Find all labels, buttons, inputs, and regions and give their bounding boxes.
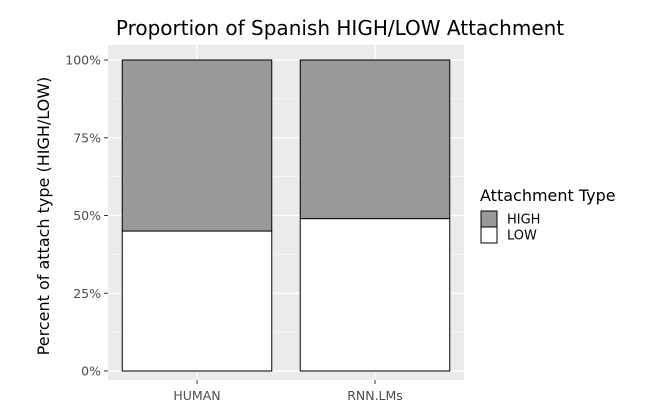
y-tick-label: 25%	[73, 286, 101, 301]
bar-segment-high-rnn-lms	[299, 59, 451, 220]
y-tick-label: 100%	[65, 53, 101, 68]
legend-label-low: LOW	[507, 229, 537, 244]
legend-label-high: HIGH	[507, 213, 540, 228]
y-axis-title: Percent of attach type (HIGH/LOW)	[34, 77, 53, 356]
bar-segment-high-human	[121, 59, 273, 232]
x-axis: HUMAN RNN.LMs	[173, 380, 403, 403]
bars	[121, 59, 451, 372]
bar-segment-low-human	[121, 230, 273, 372]
y-tick-label: 50%	[73, 208, 101, 223]
y-axis: 0% 25% 50% 75% 100%	[65, 53, 108, 379]
legend-title: Attachment Type	[480, 186, 616, 205]
x-tick-label: HUMAN	[173, 388, 220, 403]
y-tick-label: 0%	[81, 364, 101, 379]
x-tick-label: RNN.LMs	[347, 388, 403, 403]
legend-key-high	[480, 210, 498, 228]
chart-title: Proportion of Spanish HIGH/LOW Attachmen…	[116, 16, 564, 40]
legend-key-low	[480, 226, 498, 244]
y-tick-label: 75%	[73, 130, 101, 145]
bar-segment-low-rnn-lms	[299, 218, 451, 372]
